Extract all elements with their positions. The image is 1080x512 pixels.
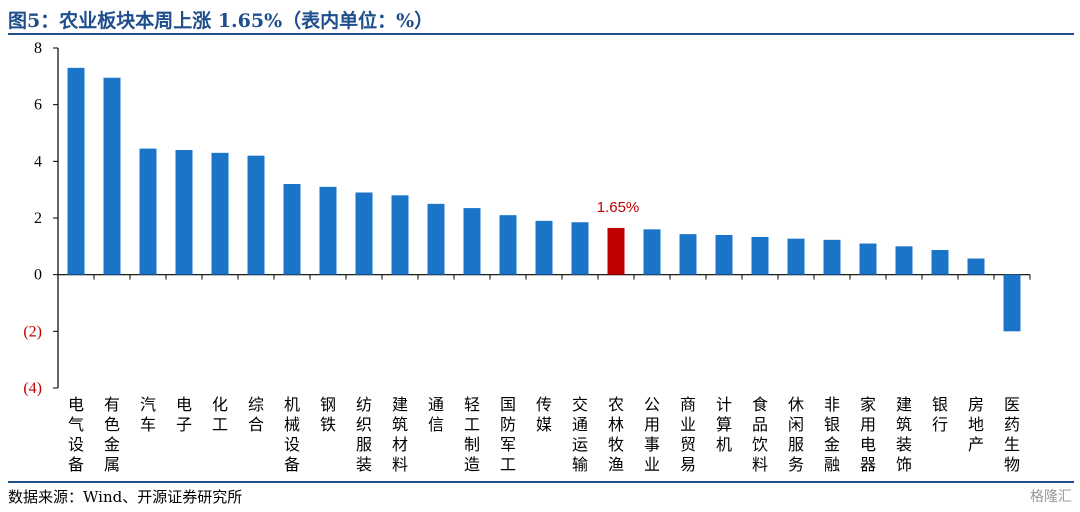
category-label: 非银金融 <box>824 395 840 474</box>
category-label: 综合 <box>248 395 264 434</box>
bar <box>823 239 841 275</box>
bar <box>859 243 877 275</box>
category-label: 汽车 <box>140 395 156 434</box>
category-label: 化工 <box>212 395 228 434</box>
category-label: 国防军工 <box>500 395 516 474</box>
category-label: 家用电器 <box>860 395 876 474</box>
category-label: 建筑材料 <box>392 395 408 474</box>
bar <box>931 250 949 275</box>
chart-axes: 8 6 4 2 0 (2) (4) <box>23 40 1031 397</box>
y-tick-label: 0 <box>34 267 42 284</box>
category-label: 建筑装饰 <box>896 395 912 474</box>
category-label: 钢铁 <box>320 395 336 434</box>
chart-title: 图5：农业板块本周上涨 1.65%（表内单位：%） <box>8 10 434 32</box>
title-divider <box>8 33 1074 35</box>
bar <box>679 234 697 275</box>
bar <box>643 229 661 275</box>
chart-bars <box>67 67 1021 332</box>
footer-divider <box>8 481 1074 483</box>
bar <box>67 67 85 275</box>
y-tick-label: (4) <box>23 380 42 397</box>
source-note: 数据来源：Wind、开源证券研究所 <box>8 488 243 506</box>
y-tick-label: 4 <box>34 153 42 170</box>
bar <box>787 238 805 275</box>
bar <box>211 152 229 275</box>
y-tick-label: (2) <box>23 323 42 340</box>
bar <box>967 258 985 275</box>
y-tick-label: 8 <box>34 40 42 57</box>
category-label: 机械设备 <box>284 395 300 474</box>
bar <box>139 148 157 275</box>
y-tick-label: 6 <box>34 97 42 114</box>
bar <box>283 184 301 275</box>
y-tick-label: 2 <box>34 210 42 227</box>
bar <box>103 77 121 275</box>
category-label: 电子 <box>176 395 192 434</box>
category-label: 医药生物 <box>1004 395 1020 474</box>
data-label: 1.65% <box>597 199 640 216</box>
category-label: 通信 <box>428 395 444 434</box>
bar <box>499 215 517 275</box>
category-label: 计算机 <box>716 395 732 454</box>
bar <box>715 235 733 275</box>
bar <box>571 222 589 275</box>
watermark-logo: 格隆汇 <box>1030 489 1072 505</box>
category-label: 商业贸易 <box>680 395 696 474</box>
category-label: 电气设备 <box>68 395 84 474</box>
category-label: 纺织服装 <box>356 395 372 474</box>
bar <box>355 192 373 275</box>
category-label: 休闲服务 <box>788 395 804 474</box>
bar <box>247 155 265 275</box>
bar <box>391 195 409 275</box>
category-label: 传媒 <box>536 395 552 434</box>
category-label: 轻工制造 <box>464 395 480 474</box>
bar <box>319 186 337 275</box>
bar <box>427 203 445 275</box>
bar <box>175 150 193 275</box>
category-label: 银行 <box>932 395 948 434</box>
category-label: 交通运输 <box>572 395 588 474</box>
category-label: 公用事业 <box>644 395 660 474</box>
bar <box>751 236 769 275</box>
category-label: 有色金属 <box>104 395 120 474</box>
bar <box>1003 274 1021 332</box>
category-label: 食品饮料 <box>752 395 768 474</box>
category-label: 农林牧渔 <box>608 395 624 474</box>
category-label: 房地产 <box>968 395 984 454</box>
bar <box>535 220 553 275</box>
bar <box>895 246 913 275</box>
bar <box>463 208 481 275</box>
bar <box>607 227 625 275</box>
